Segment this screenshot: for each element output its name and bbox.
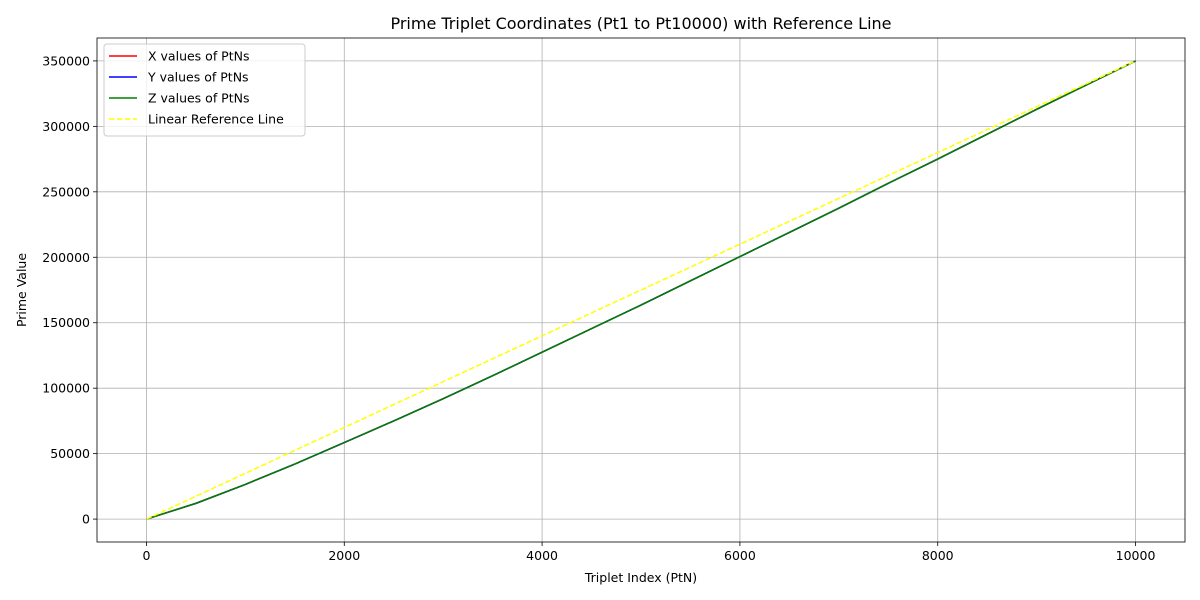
- y-tick-label: 50000: [50, 446, 90, 461]
- x-tick-label: 4000: [526, 548, 558, 563]
- plot-area-frame: [96, 37, 1186, 543]
- series-layer: [146, 60, 1136, 520]
- legend-label: Linear Reference Line: [148, 112, 284, 127]
- y-tick-label: 350000: [42, 53, 90, 68]
- y-tick-label: 0: [82, 512, 90, 527]
- legend: X values of PtNs Y values of PtNs Z values…: [103, 43, 306, 137]
- y-tick-label: 250000: [42, 184, 90, 199]
- x-tick-label: 0: [142, 548, 150, 563]
- y-tick-label: 300000: [42, 119, 90, 134]
- x-axis-label: Triplet Index (PtN): [584, 570, 697, 585]
- x-tick-label: 2000: [328, 548, 360, 563]
- tick-layer: 0 2000 4000 6000 8000 10000050000100000150000…: [42, 53, 1155, 563]
- chart-title: Prime Triplet Coordinates (Pt1 to Pt1000…: [390, 14, 891, 33]
- legend-label: Y values of PtNs: [147, 70, 249, 85]
- series-line-z-values-of-ptns: [146, 60, 1136, 520]
- grid-layer: [97, 38, 1185, 542]
- legend-box: [103, 43, 306, 137]
- legend-label: X values of PtNs: [148, 49, 250, 64]
- legend-label: Z values of PtNs: [148, 91, 250, 106]
- y-axis-label: Prime Value: [14, 253, 29, 327]
- y-tick-label: 150000: [42, 315, 90, 330]
- y-tick-label: 100000: [42, 381, 90, 396]
- y-tick-label: 200000: [42, 250, 90, 265]
- x-tick-label: 8000: [922, 548, 954, 563]
- x-tick-label: 6000: [724, 548, 756, 563]
- x-tick-label: 10000: [1116, 548, 1156, 563]
